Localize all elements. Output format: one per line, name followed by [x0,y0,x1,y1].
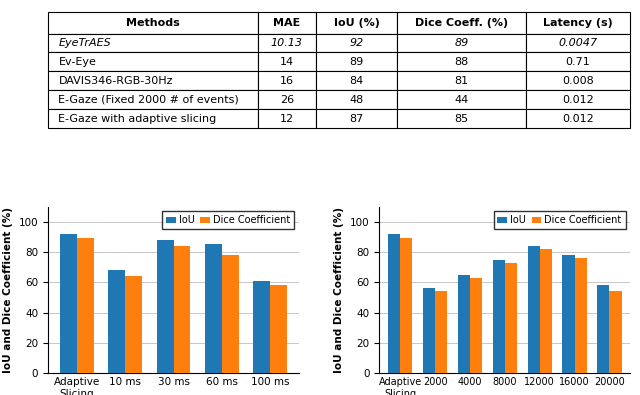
Bar [108,270,125,373]
Legend: IoU, Dice Coefficient: IoU, Dice Coefficient [162,211,294,229]
Bar [423,288,435,373]
Bar [270,285,287,373]
Bar [60,234,77,373]
Legend: IoU, Dice Coefficient: IoU, Dice Coefficient [493,211,625,229]
Bar [609,292,621,373]
Bar [505,263,517,373]
Y-axis label: IoU and Dice Coefficient (%): IoU and Dice Coefficient (%) [335,207,344,373]
Bar [205,245,222,373]
Bar [470,278,482,373]
Bar [77,239,94,373]
Bar [458,275,470,373]
Bar [400,239,413,373]
Bar [222,255,239,373]
Bar [575,258,587,373]
Bar [597,285,609,373]
Bar [563,255,575,373]
Bar [253,281,270,373]
Bar [157,240,173,373]
Bar [435,292,447,373]
Bar [527,246,540,373]
Bar [173,246,191,373]
Bar [540,249,552,373]
Bar [493,260,505,373]
Bar [125,276,142,373]
Y-axis label: IoU and Dice Coefficient (%): IoU and Dice Coefficient (%) [3,207,13,373]
Bar [388,234,400,373]
